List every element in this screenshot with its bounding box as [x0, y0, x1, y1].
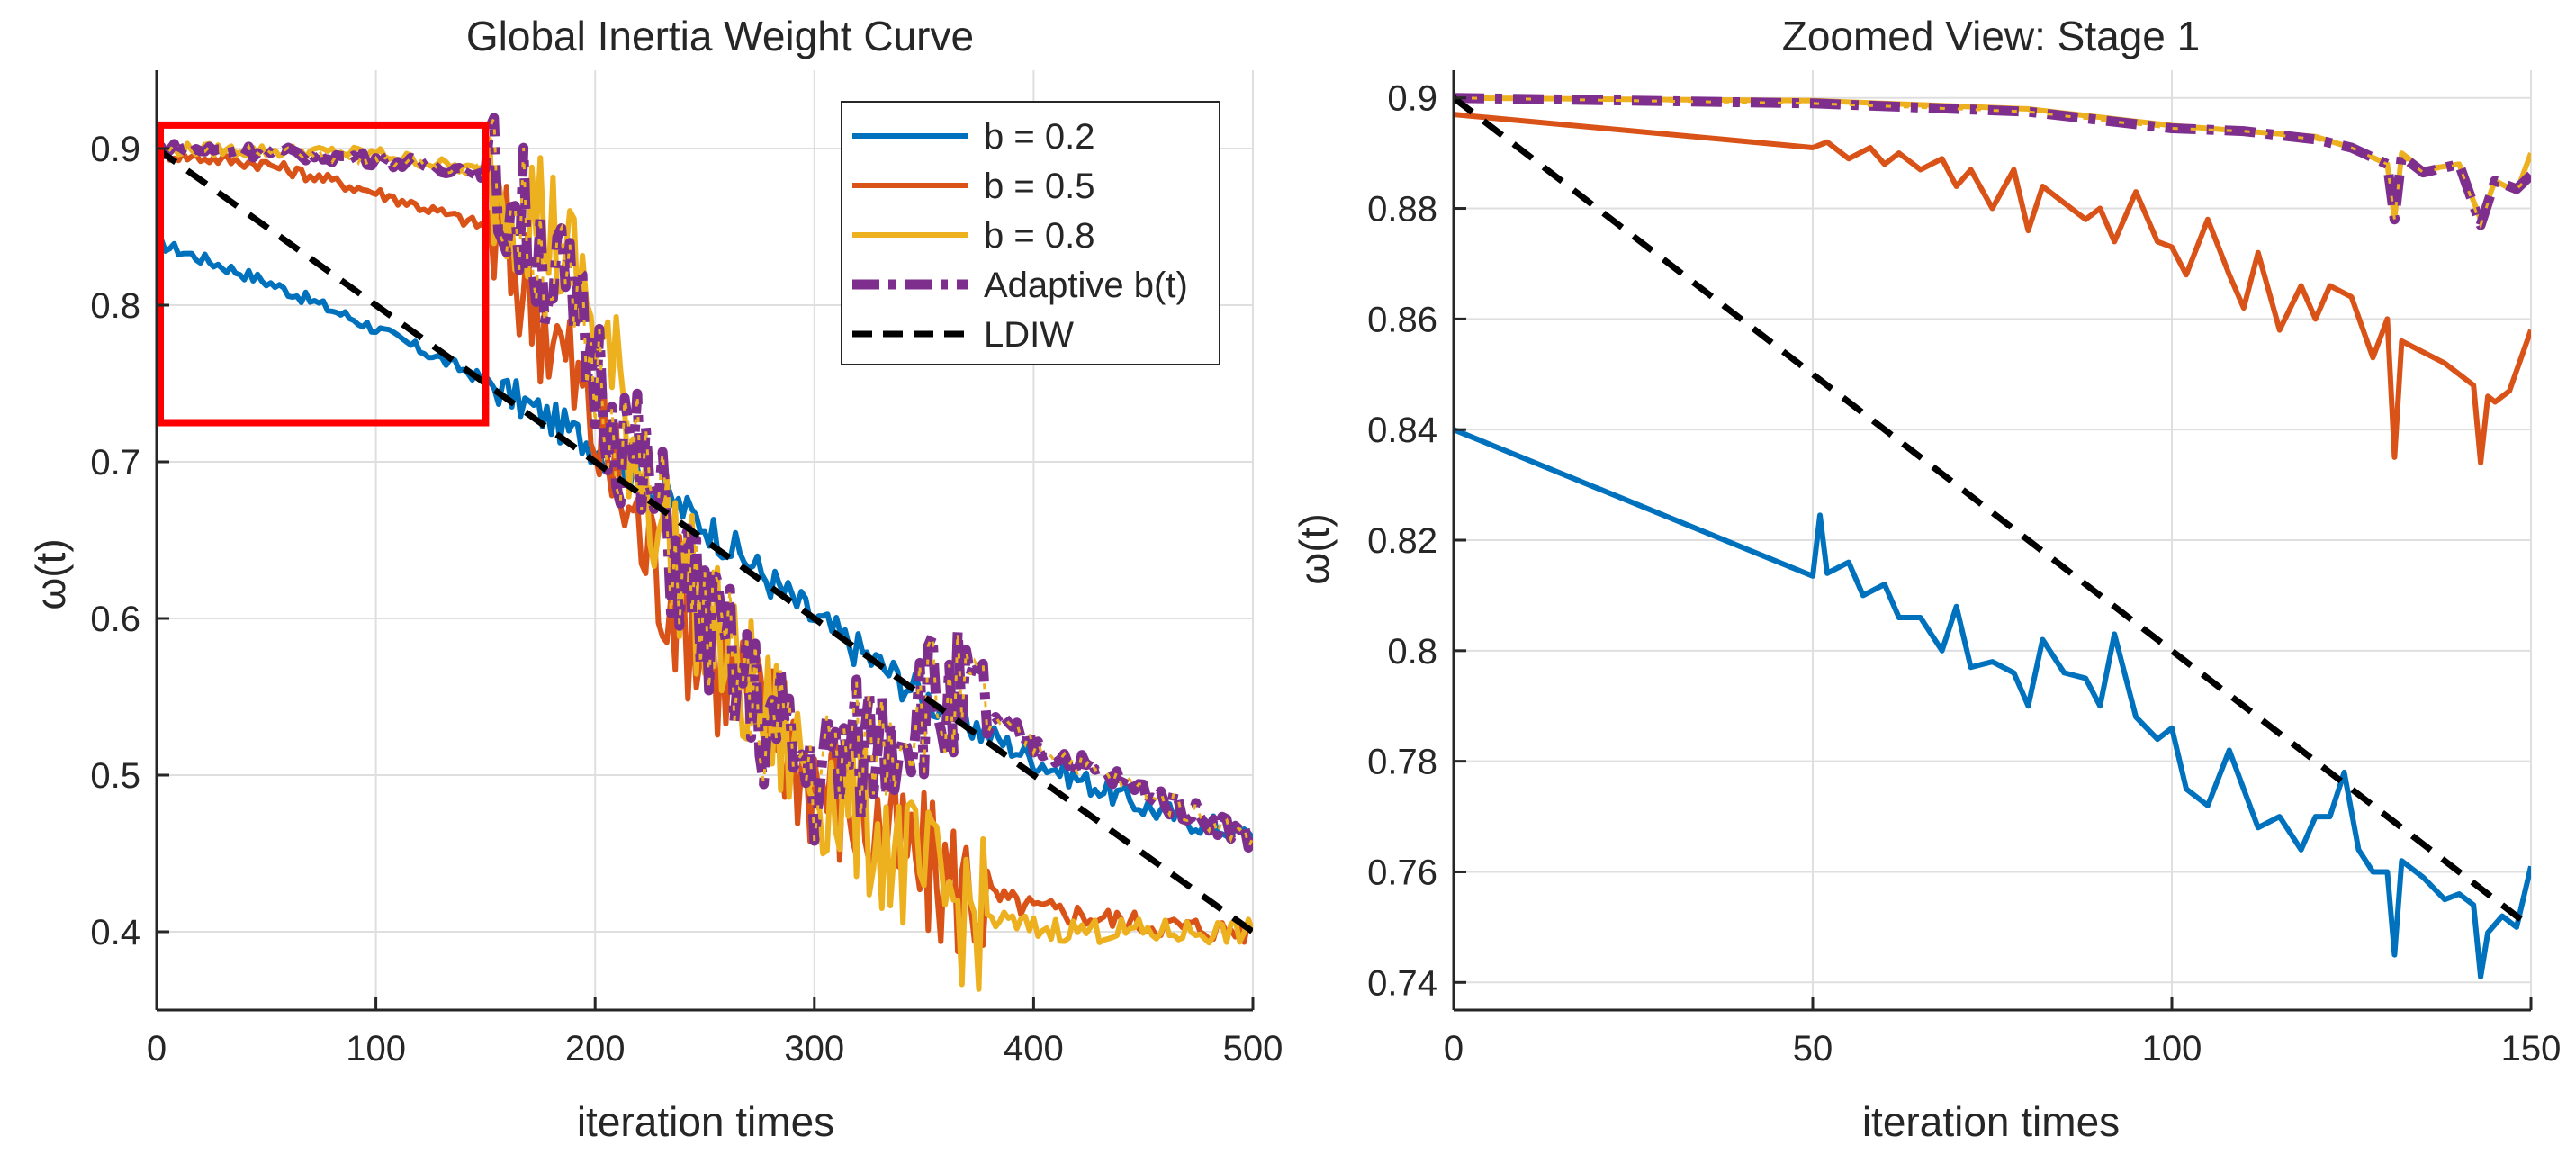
- zoomed-y-tick-label: 0.78: [1367, 743, 1437, 782]
- legend-label-b02: b = 0.2: [984, 117, 1094, 157]
- zoomed-y-axis-label: ω(t): [1291, 513, 1338, 584]
- global-series-adaptive-overlay: [157, 117, 1253, 853]
- global-highlight: [157, 121, 490, 427]
- zoomed-x-tick-label: 150: [2501, 1029, 2562, 1069]
- legend-label-ldiw: LDIW: [984, 315, 1074, 355]
- zoomed-y-tick-label: 0.76: [1367, 853, 1437, 892]
- global-chart-title: Global Inertia Weight Curve: [466, 13, 974, 59]
- zoomed-series-adaptive-line: [1454, 93, 2531, 230]
- global-y-axis-label: ω(t): [27, 538, 74, 609]
- global-y-tick-label: 0.4: [90, 913, 140, 952]
- legend-label-b08: b = 0.8: [984, 216, 1094, 256]
- zoom-region-box: [157, 121, 490, 427]
- global-y-tick-label: 0.9: [90, 130, 140, 169]
- zoomed-y-tick-label: 0.8: [1387, 632, 1437, 672]
- legend-label-b05: b = 0.5: [984, 167, 1094, 206]
- global-x-tick-label: 300: [784, 1029, 844, 1069]
- zoomed-y-tick-label: 0.84: [1367, 411, 1437, 450]
- global-x-axis-label: iteration times: [577, 1098, 834, 1145]
- global-y-tick-label: 0.5: [90, 756, 140, 796]
- zoomed-chart-title: Zoomed View: Stage 1: [1782, 13, 2201, 59]
- zoomed-x-tick-label: 100: [2142, 1029, 2202, 1069]
- zoomed-series-b02-line: [1454, 427, 2531, 980]
- global-x-tick-label: 400: [1004, 1029, 1064, 1069]
- zoomed-y-tick-label: 0.88: [1367, 190, 1437, 230]
- zoomed-y-tick-label: 0.82: [1367, 521, 1437, 561]
- zoomed-x-tick-label: 0: [1444, 1029, 1464, 1069]
- zoomed-y-tick-label: 0.86: [1367, 300, 1437, 339]
- global-chart: 0 100 200 300 400 500 0.4 0.5 0.6 0.7 0.8 0.9 Globa…: [27, 13, 1283, 1145]
- global-y-tick-label: 0.6: [90, 600, 140, 639]
- global-series-b02-line: [157, 235, 1253, 844]
- zoomed-series: [1454, 93, 2531, 980]
- global-x-tick-label: 500: [1223, 1029, 1283, 1069]
- zoomed-series-b05-line: [1454, 112, 2531, 465]
- global-x-tick-label: 100: [346, 1029, 406, 1069]
- global-y-tick-label: 0.7: [90, 443, 140, 483]
- zoomed-y-tick-label: 0.9: [1387, 79, 1437, 119]
- zoomed-ticks: 0 50 100 150 0.74 0.76 0.78 0.8 0.82 0.84 0.86 0.88…: [1367, 79, 2561, 1069]
- zoomed-chart: 0 50 100 150 0.74 0.76 0.78 0.8 0.82 0.84 0.86 0.88…: [1291, 13, 2561, 1145]
- global-ticks: 0 100 200 300 400 500 0.4 0.5 0.6 0.7 0.8 0.9: [90, 130, 1283, 1069]
- zoomed-x-tick-label: 50: [1793, 1029, 1833, 1069]
- global-x-tick-label: 0: [147, 1029, 167, 1069]
- zoomed-y-tick-label: 0.74: [1367, 963, 1437, 1003]
- legend: b = 0.2 b = 0.5 b = 0.8 Adaptive b(t) LDIW: [841, 101, 1220, 365]
- global-x-tick-label: 200: [565, 1029, 626, 1069]
- global-series: [157, 113, 1253, 992]
- zoomed-x-axis-label: iteration times: [1862, 1098, 2120, 1145]
- global-axes: [155, 70, 1253, 1012]
- legend-label-adaptive: Adaptive b(t): [984, 266, 1188, 305]
- global-y-tick-label: 0.8: [90, 286, 140, 326]
